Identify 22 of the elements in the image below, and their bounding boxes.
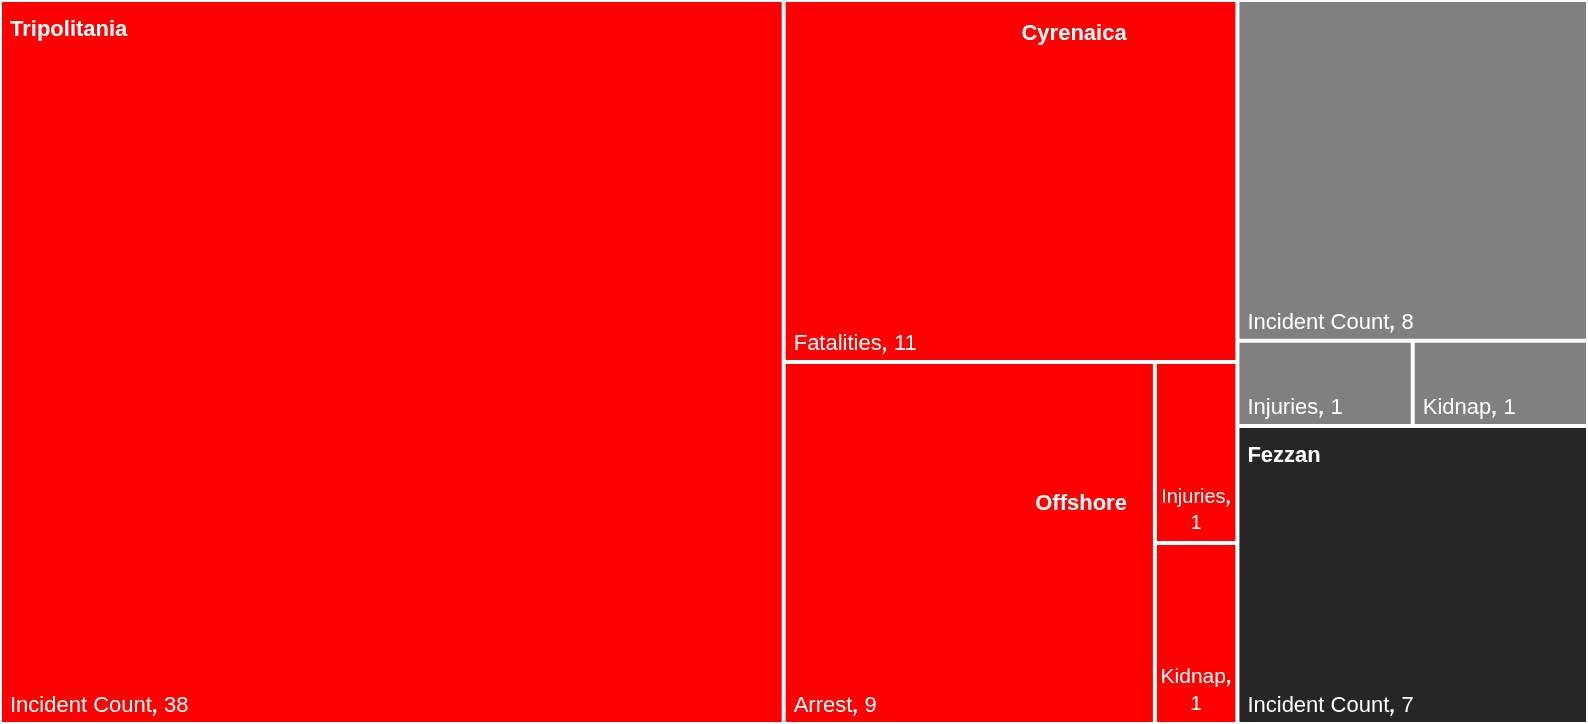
category-label: Injuries xyxy=(1161,485,1226,507)
text: Tripolitania xyxy=(10,16,129,41)
data-label: 11 xyxy=(893,330,917,355)
category-label: Kidnap xyxy=(1160,663,1226,687)
category-label: Incident Count xyxy=(1247,692,1390,717)
category-label: Incident Count xyxy=(1247,308,1390,334)
category-label: Injuries xyxy=(1247,393,1319,419)
category-label: Incident Count xyxy=(10,692,152,717)
category-label: Fatalities xyxy=(793,330,882,355)
data-label: 38 xyxy=(164,692,189,717)
text: Fezzan xyxy=(1247,441,1321,467)
data-label: 1 xyxy=(1190,511,1202,533)
text: Cyrenaica xyxy=(1021,20,1128,45)
text: Offshore xyxy=(1035,490,1127,516)
data-label: 1 xyxy=(1503,393,1516,419)
category-label: Kidnap xyxy=(1422,393,1492,419)
category-label: Arrest xyxy=(793,692,853,717)
data-label: 1 xyxy=(1190,691,1202,714)
data-label: 9 xyxy=(864,692,877,717)
data-label: 1 xyxy=(1330,393,1343,419)
data-label: 8 xyxy=(1401,308,1414,334)
data-label: 7 xyxy=(1401,692,1414,717)
